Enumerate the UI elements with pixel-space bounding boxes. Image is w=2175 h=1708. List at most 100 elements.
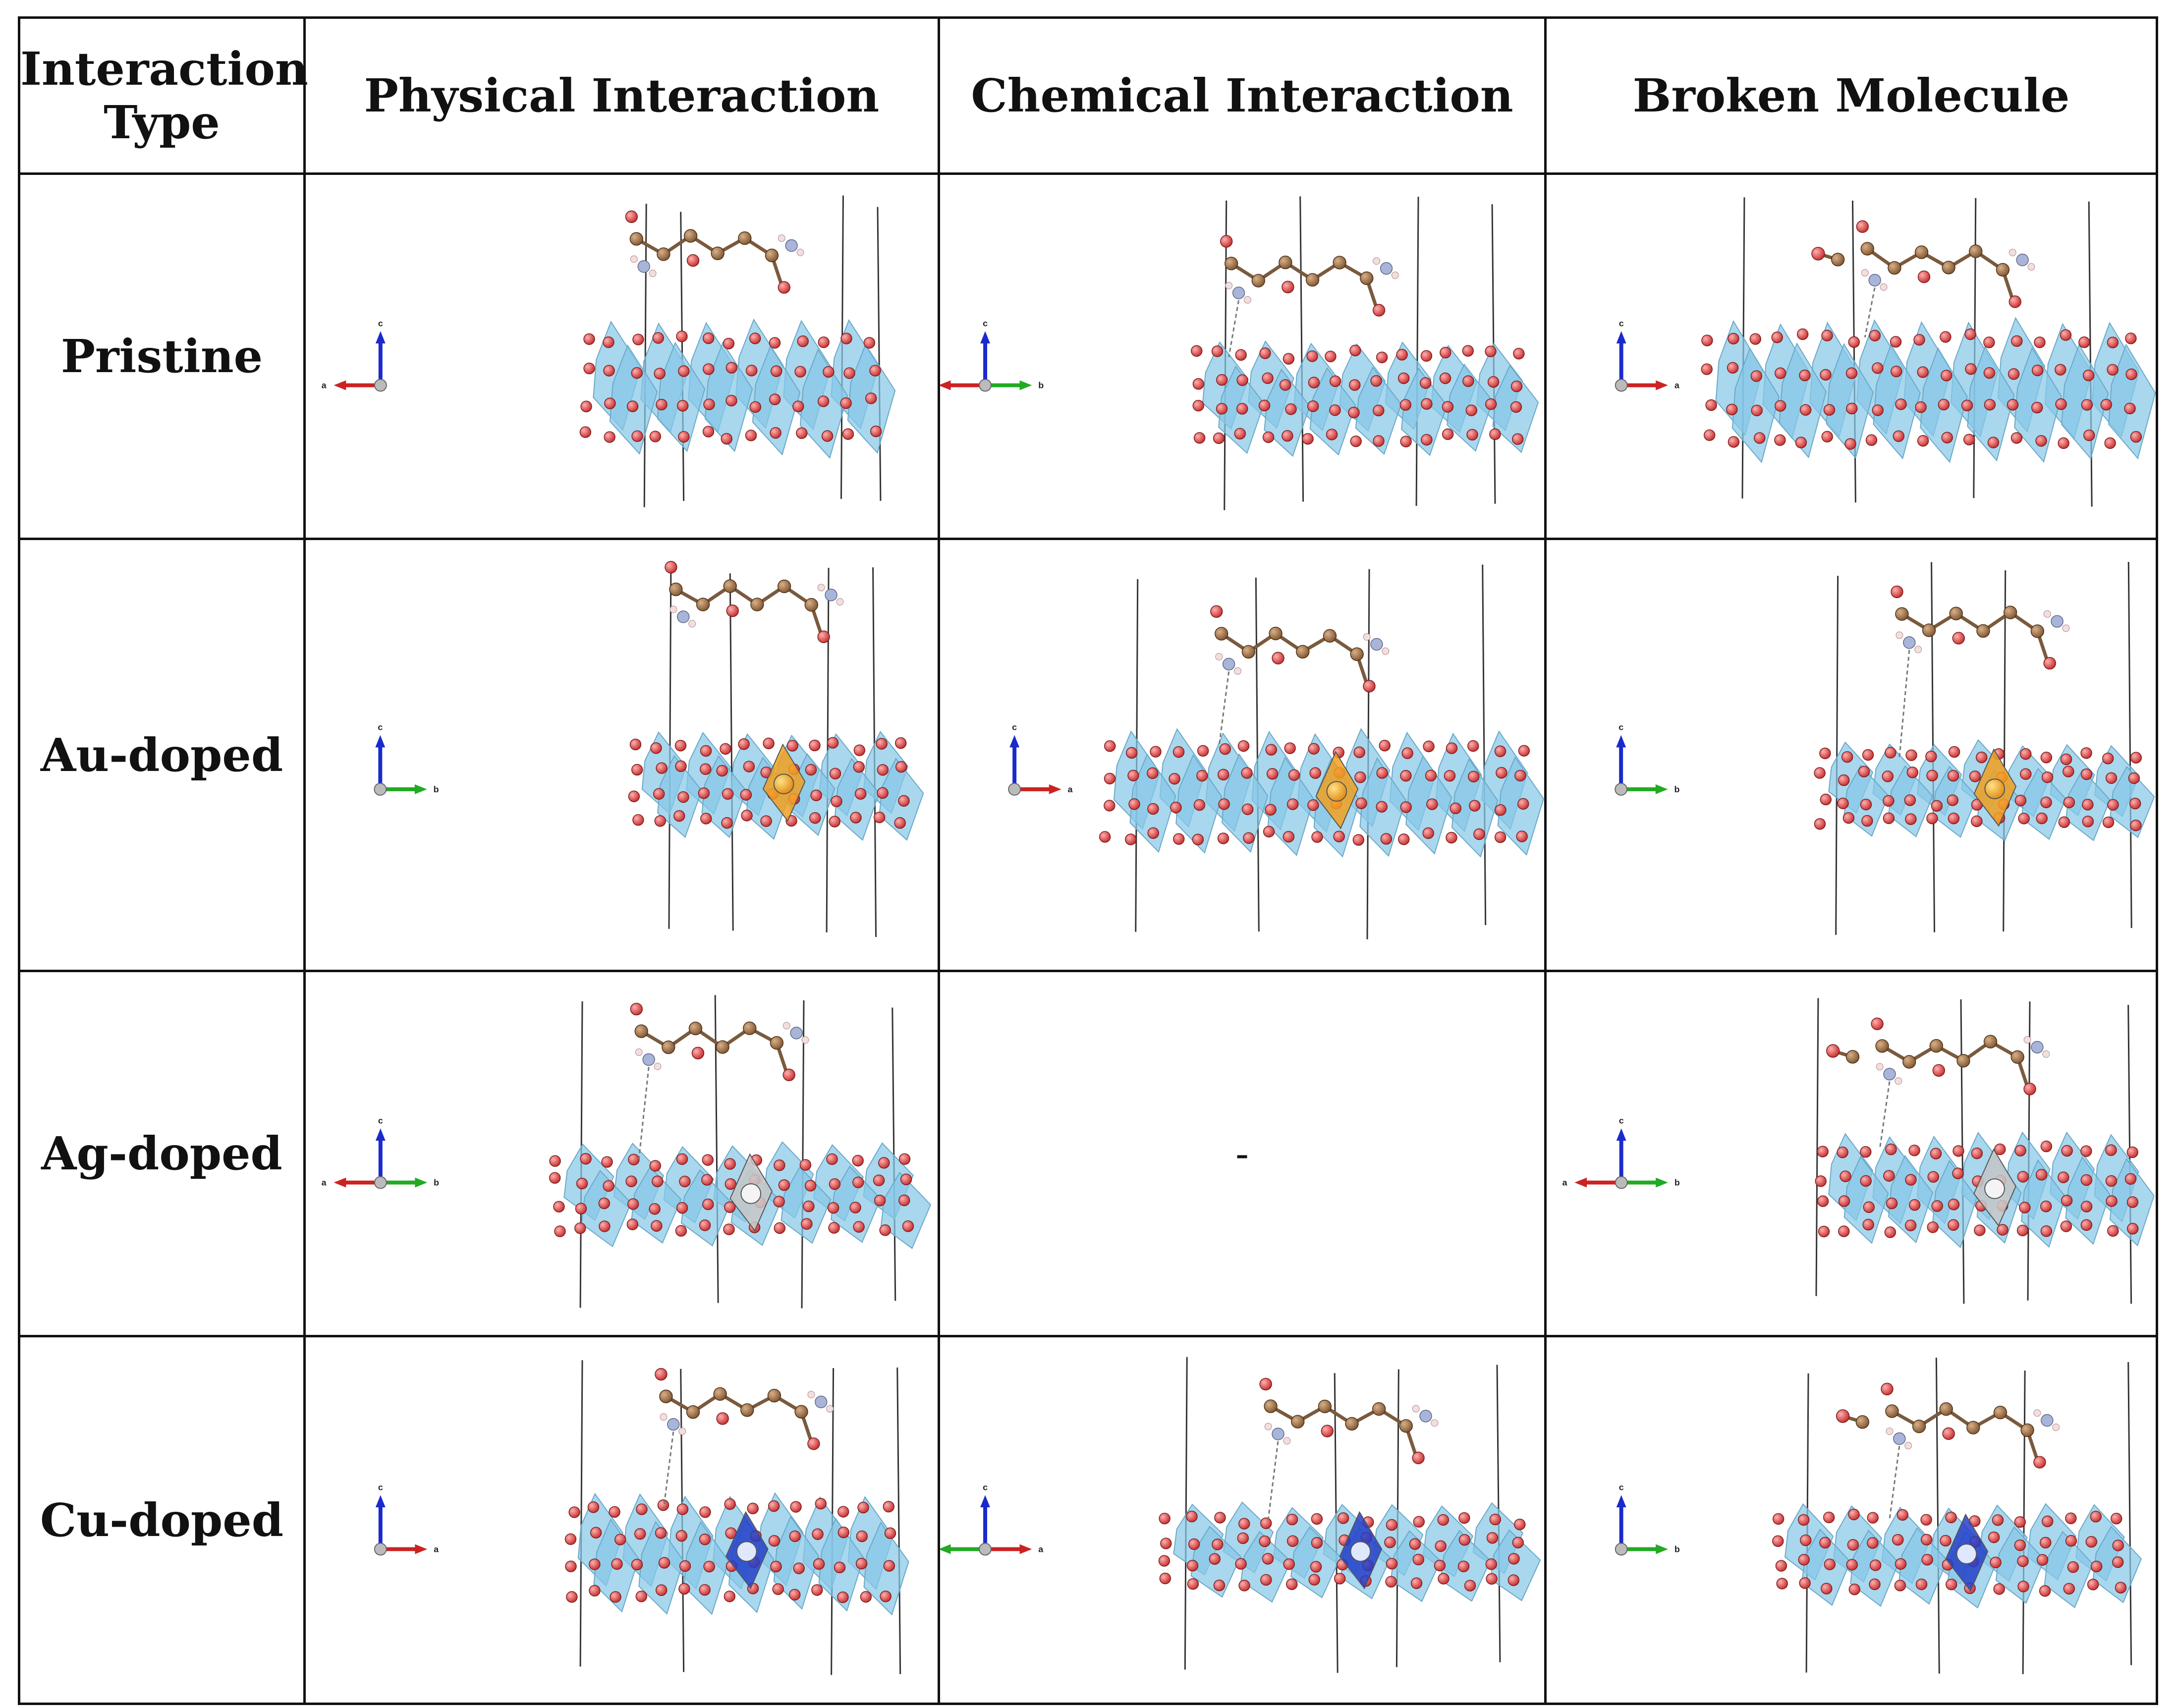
oxygen-atom (749, 332, 761, 344)
oxygen-atom (877, 787, 889, 799)
surface-bond (663, 1432, 674, 1510)
oxygen-atom (655, 1368, 668, 1381)
oxygen-atom (1837, 797, 1849, 810)
oxygen-atom (587, 1501, 600, 1513)
oxygen-atom (721, 433, 732, 445)
oxygen-atom (1838, 1225, 1850, 1237)
oxygen-atom (1442, 428, 1454, 440)
oxygen-atom (1846, 402, 1858, 415)
oxygen-atom (1514, 1518, 1526, 1531)
oxygen-atom (850, 812, 862, 824)
oxide-slab (1701, 317, 2155, 463)
oxygen-atom (1927, 1171, 1939, 1183)
oxygen-atom (1213, 432, 1225, 444)
hydrogen-atom (1876, 1063, 1884, 1071)
oxygen-atom (1931, 1200, 1943, 1212)
oxygen-atom (1838, 1195, 1850, 1207)
axis-origin (374, 1543, 387, 1556)
oxygen-atom (1823, 404, 1836, 416)
oxygen-atom (1285, 403, 1297, 415)
axis-c-head (1616, 1495, 1626, 1508)
oxygen-atom (2008, 368, 2020, 380)
oxygen-atom (1703, 429, 1716, 441)
oxygen-atom (1265, 804, 1277, 816)
oxygen-atom (2130, 820, 2142, 831)
oxygen-atom (877, 764, 889, 776)
adsorbed-molecule (1881, 1382, 2060, 1520)
oxygen-atom (589, 1558, 601, 1570)
octahedron (1240, 1531, 1291, 1603)
oxygen-atom (2126, 1196, 2139, 1208)
header-physical-interaction: Physical Interaction (303, 16, 940, 175)
oxygen-atom (1947, 794, 1959, 806)
oxygen-atom (677, 791, 689, 803)
oxygen-atom (720, 743, 731, 755)
oxygen-atom (2018, 813, 2030, 825)
cell-frame-line (1935, 1357, 1940, 1674)
oxygen-atom (723, 1223, 735, 1235)
oxygen-atom (873, 811, 886, 824)
nitrogen-atom (2051, 615, 2063, 628)
axis-right-label: a (1038, 1544, 1044, 1554)
oxygen-atom (604, 397, 616, 409)
oxygen-atom (676, 1202, 688, 1214)
oxygen-atom (1279, 379, 1291, 391)
oxygen-atom (1964, 328, 1976, 340)
oxygen-atom (2017, 1555, 2029, 1567)
carbon-atom (2030, 624, 2045, 638)
oxygen-atom (2107, 364, 2119, 376)
oxygen-atom (849, 1202, 861, 1213)
axis-triad: c a b (1562, 1115, 1680, 1189)
axis-c-label: c (983, 318, 988, 328)
oxygen-atom (1412, 1451, 1425, 1464)
oxygen-atom (1840, 1170, 1851, 1182)
oxygen-atom (1307, 799, 1319, 811)
oxygen-atom (1862, 749, 1874, 761)
axis-left-head (941, 1544, 951, 1554)
oxygen-atom (2111, 1513, 2122, 1525)
oxygen-atom (860, 1591, 872, 1603)
oxygen-atom (1904, 794, 1916, 806)
oxygen-atom (1193, 799, 1206, 811)
oxygen-atom (1400, 801, 1412, 813)
surface-bond (1228, 300, 1240, 357)
oxygen-atom (1435, 1540, 1447, 1552)
axis-left-label: a (322, 1178, 327, 1188)
oxygen-atom (810, 789, 822, 801)
oxygen-atom (2040, 1537, 2052, 1548)
oxygen-atom (1869, 1559, 1882, 1571)
structure-figure: c a b (322, 995, 932, 1309)
no-structure-dash: - (1235, 1130, 1249, 1177)
oxygen-atom (829, 816, 840, 827)
oxygen-atom (1820, 793, 1832, 806)
oxygen-atom (1824, 1558, 1836, 1570)
row-pristine: Pristine ca cab ca (18, 172, 2158, 540)
axis-origin (374, 1176, 387, 1189)
oxygen-atom (1917, 366, 1929, 378)
oxygen-atom (1485, 398, 1497, 410)
oxygen-atom (1235, 1558, 1247, 1570)
oxygen-atom (869, 365, 881, 377)
oxygen-atom (2036, 1554, 2049, 1566)
oxygen-atom (590, 1527, 602, 1539)
oxygen-atom (1772, 1513, 1785, 1525)
carbon-atom (2020, 1423, 2034, 1437)
oxygen-atom (629, 738, 642, 751)
oxygen-atom (678, 1583, 690, 1595)
oxygen-atom (703, 363, 715, 375)
oxygen-atom (2125, 332, 2137, 344)
cell-frame-line (2003, 570, 2007, 932)
oxygen-atom (1262, 431, 1275, 443)
octahedron (1390, 1530, 1441, 1602)
oxygen-atom (1814, 818, 1826, 830)
cell-frame-line (826, 567, 830, 933)
oxygen-atom (2083, 429, 2095, 441)
axis-right-head (415, 1177, 428, 1188)
oxygen-atom (1284, 742, 1296, 754)
row-cu-doped: Cu-doped ca cba cb (18, 1335, 2158, 1705)
oxygen-atom (2065, 1535, 2077, 1547)
axis-c-head (980, 331, 990, 344)
oxygen-atom (2034, 336, 2046, 348)
oxygen-atom (1948, 1199, 1960, 1211)
axis-origin (1615, 379, 1628, 392)
